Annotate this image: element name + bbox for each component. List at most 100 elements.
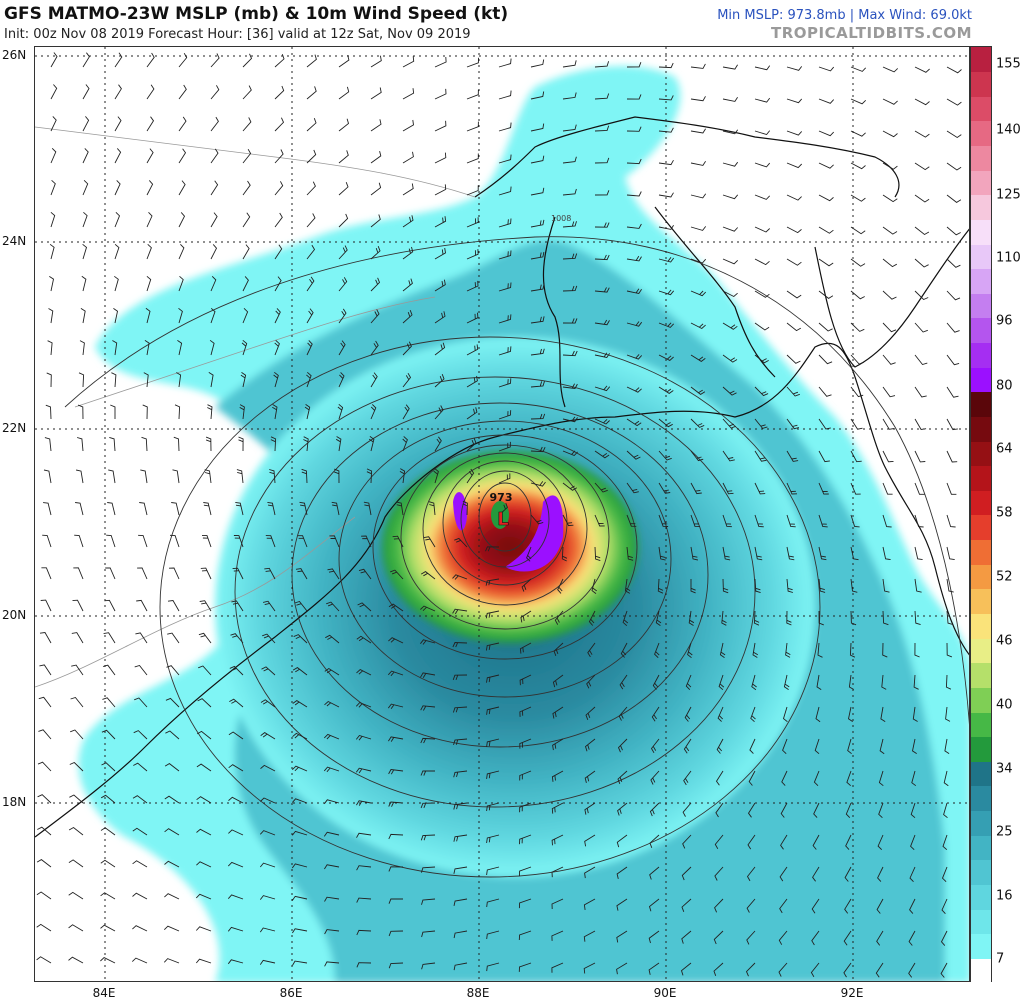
wind-barb bbox=[914, 482, 925, 495]
wind-barb bbox=[622, 610, 629, 627]
isobars bbox=[64, 236, 969, 878]
wind-barb bbox=[562, 60, 577, 68]
wind-barb bbox=[36, 891, 52, 900]
colorbar-label: 96 bbox=[996, 313, 1013, 329]
wind-barb bbox=[108, 469, 116, 484]
wind-barb bbox=[240, 372, 247, 388]
wind-barb bbox=[498, 441, 511, 452]
wind-barb bbox=[946, 66, 962, 74]
wind-barb bbox=[519, 738, 532, 749]
wind-barb bbox=[584, 770, 596, 784]
wind-barb bbox=[199, 600, 212, 612]
wind-barb bbox=[812, 834, 820, 850]
wind-barb bbox=[690, 193, 707, 199]
wind-barb bbox=[370, 246, 381, 260]
wind-barb bbox=[269, 469, 276, 484]
wind-barb bbox=[210, 148, 219, 164]
wind-barb bbox=[74, 534, 84, 548]
colorbar-segment bbox=[971, 810, 991, 836]
wind-barb bbox=[291, 895, 308, 901]
wind-barb bbox=[146, 275, 152, 292]
wind-barb bbox=[146, 84, 155, 100]
wind-barb bbox=[946, 98, 962, 106]
wind-barb bbox=[850, 610, 857, 626]
wind-barb bbox=[78, 372, 85, 388]
wind-barb bbox=[561, 546, 568, 562]
wind-barb bbox=[259, 830, 276, 836]
wind-barb bbox=[813, 770, 820, 787]
wind-barb bbox=[238, 436, 244, 452]
wind-barb bbox=[594, 352, 610, 359]
wind-barb bbox=[331, 501, 340, 516]
wind-barb bbox=[262, 600, 276, 612]
wind-barb bbox=[357, 602, 372, 612]
wind-barb bbox=[882, 578, 890, 593]
wind-barb bbox=[306, 244, 316, 260]
wind-barb bbox=[36, 859, 52, 868]
wind-barb bbox=[485, 546, 500, 552]
wind-barb bbox=[420, 672, 436, 678]
wind-barb bbox=[946, 642, 953, 658]
wind-barb bbox=[850, 546, 859, 561]
wind-barb bbox=[754, 226, 771, 233]
wind-barb bbox=[200, 567, 212, 580]
colorbar-label: 46 bbox=[996, 633, 1013, 649]
wind-barb bbox=[338, 118, 350, 132]
wind-barb bbox=[486, 898, 500, 908]
wind-barb bbox=[722, 96, 738, 102]
wind-barb bbox=[274, 181, 284, 196]
wind-barb bbox=[594, 319, 610, 326]
wind-barb bbox=[453, 866, 468, 874]
wind-barb bbox=[914, 546, 923, 561]
wind-barb bbox=[782, 706, 788, 723]
colorbar-segment bbox=[971, 761, 991, 787]
wind-barb bbox=[551, 834, 564, 846]
lat-label-18n: 18N bbox=[2, 795, 27, 809]
wind-barb bbox=[682, 834, 692, 849]
wind-barb bbox=[259, 895, 276, 900]
wind-barb bbox=[326, 601, 340, 612]
wind-barb bbox=[626, 386, 642, 393]
wind-barb bbox=[434, 311, 446, 324]
wind-barb bbox=[658, 386, 674, 394]
wind-barb bbox=[370, 55, 382, 68]
wind-barb bbox=[210, 244, 218, 260]
wind-barb bbox=[882, 354, 896, 365]
wind-barb bbox=[914, 418, 927, 430]
wind-barb bbox=[164, 893, 180, 900]
wind-barb bbox=[690, 160, 706, 166]
wind-barb bbox=[72, 599, 84, 612]
wind-barb bbox=[242, 53, 253, 68]
wind-barb bbox=[690, 96, 706, 102]
wind-barb bbox=[584, 802, 596, 815]
colorbar-segment bbox=[971, 909, 991, 935]
wind-barb bbox=[80, 308, 86, 324]
wind-barb bbox=[722, 129, 739, 135]
wind-barb bbox=[746, 898, 756, 913]
wind-barb bbox=[338, 245, 348, 260]
wind-barb bbox=[102, 664, 116, 676]
map-svg: 973 L 1008 bbox=[35, 47, 969, 981]
wind-barb bbox=[114, 211, 121, 228]
wind-barb bbox=[486, 706, 500, 715]
wind-barb bbox=[356, 962, 372, 968]
wind-barb bbox=[306, 276, 315, 292]
wind-barb bbox=[658, 418, 673, 428]
wind-barb bbox=[50, 84, 58, 100]
wind-barb bbox=[82, 116, 90, 132]
wind-barb bbox=[370, 214, 381, 228]
wind-barb bbox=[530, 123, 545, 132]
wind-barb bbox=[530, 446, 546, 453]
wind-barb bbox=[722, 322, 738, 330]
wind-barb bbox=[815, 706, 821, 723]
wind-barb bbox=[361, 535, 372, 548]
wind-barb bbox=[878, 802, 884, 819]
wind-barb bbox=[813, 802, 820, 818]
wind-barb bbox=[519, 706, 532, 717]
wind-barb bbox=[356, 929, 372, 936]
wind-barb bbox=[498, 90, 512, 100]
wind-barb bbox=[79, 340, 85, 356]
wind-barb bbox=[337, 403, 344, 420]
low-pressure-value: 973 bbox=[490, 491, 513, 504]
wind-barb bbox=[306, 308, 314, 324]
